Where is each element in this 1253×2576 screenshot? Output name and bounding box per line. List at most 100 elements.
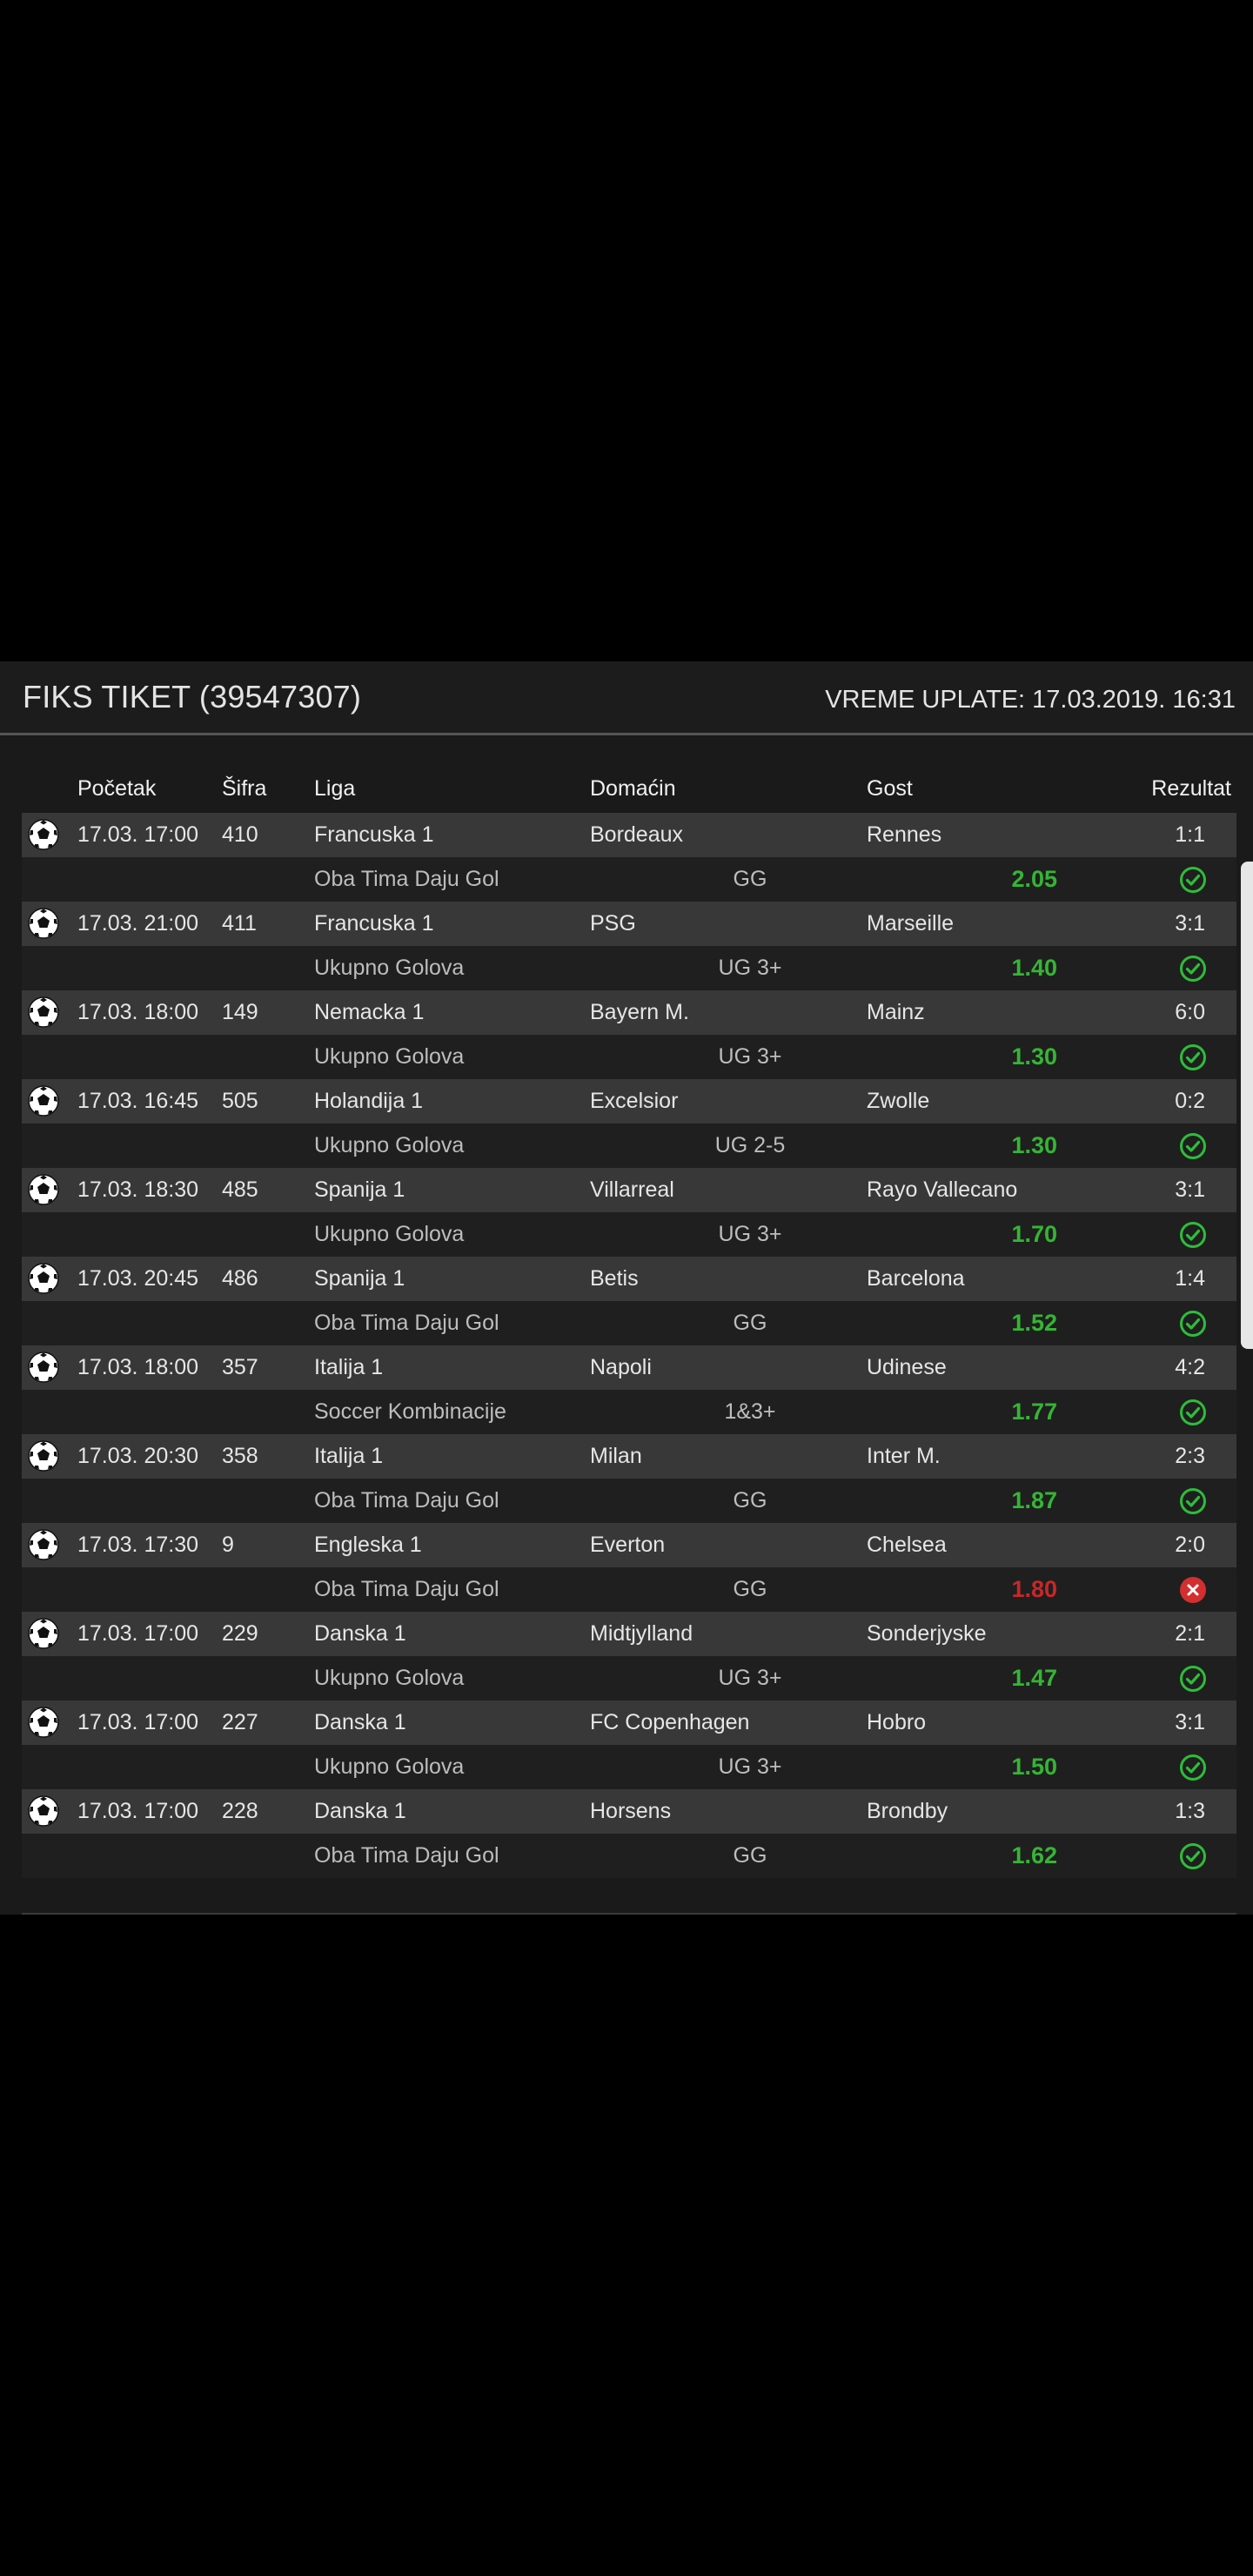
- match-row[interactable]: 17.03. 16:45 505 Holandija 1 Excelsior Zwoll…: [22, 1079, 1236, 1124]
- match-row[interactable]: 17.03. 17:30 9 Engleska 1 Everton Chelsea 2:0: [22, 1523, 1236, 1567]
- match-row[interactable]: 17.03. 17:00 227 Danska 1 FC Copenhagen Hobr…: [22, 1701, 1236, 1745]
- match-league: Danska 1: [314, 1799, 406, 1823]
- soccer-ball-icon: [27, 1439, 60, 1472]
- match-away-team: Hobro: [867, 1710, 927, 1734]
- bet-row: Ukupno Golova UG 2-5 1.30: [22, 1124, 1236, 1168]
- match-code: 357: [222, 1355, 258, 1379]
- match-home-team: Bordeaux: [590, 822, 684, 847]
- match-code: 411: [222, 911, 257, 936]
- soccer-ball-icon: [27, 1528, 60, 1561]
- soccer-ball-icon: [27, 996, 60, 1029]
- column-header-start: Početak: [77, 776, 157, 801]
- match-row[interactable]: 17.03. 20:30 358 Italija 1 Milan Inter M. 2:3: [22, 1434, 1236, 1479]
- bet-row: Oba Tima Daju Gol GG 1.52: [22, 1301, 1236, 1345]
- bet-pick: UG 3+: [718, 1222, 782, 1246]
- check-circle-icon: [1179, 1132, 1207, 1160]
- match-home-team: PSG: [590, 911, 636, 936]
- bet-pick: UG 3+: [718, 1754, 782, 1779]
- bet-type: Oba Tima Daju Gol: [314, 1577, 499, 1601]
- match-start-time: 17.03. 18:00: [77, 1355, 199, 1379]
- match-result: 3:1: [1175, 1177, 1205, 1202]
- match-away-team: Barcelona: [867, 1266, 965, 1291]
- match-start-time: 17.03. 18:30: [77, 1177, 199, 1202]
- bet-type: Ukupno Golova: [314, 1044, 465, 1069]
- column-header-away: Gost: [867, 776, 913, 801]
- match-row[interactable]: 17.03. 18:00 357 Italija 1 Napoli Udinese 4:2: [22, 1345, 1236, 1390]
- match-home-team: Midtjylland: [590, 1621, 694, 1646]
- soccer-ball-icon: [27, 1706, 60, 1739]
- match-row[interactable]: 17.03. 17:00 228 Danska 1 Horsens Brondby 1:3: [22, 1789, 1236, 1834]
- match-league: Italija 1: [314, 1355, 384, 1379]
- bet-pick: UG 3+: [718, 956, 782, 980]
- column-header-home: Domaćin: [590, 776, 676, 801]
- match-start-time: 17.03. 21:00: [77, 911, 199, 936]
- match-home-team: Horsens: [590, 1799, 672, 1823]
- match-code: 410: [222, 822, 258, 847]
- match-home-team: Betis: [590, 1266, 639, 1291]
- match-row[interactable]: 17.03. 17:00 229 Danska 1 Midtjylland Sonder…: [22, 1612, 1236, 1656]
- ticket-header: FIKS TIKET (39547307) VREME UPLATE: 17.0…: [0, 661, 1253, 735]
- bet-row: Oba Tima Daju Gol GG 1.80: [22, 1567, 1236, 1612]
- bet-type: Soccer Kombinacije: [314, 1399, 506, 1424]
- match-result: 3:1: [1175, 911, 1205, 936]
- match-result: 1:4: [1175, 1266, 1205, 1291]
- column-header-result: Rezultat: [1151, 776, 1231, 801]
- match-start-time: 17.03. 16:45: [77, 1089, 199, 1113]
- soccer-ball-icon: [27, 1351, 60, 1384]
- check-circle-icon: [1179, 1310, 1207, 1338]
- match-code: 9: [222, 1533, 234, 1557]
- soccer-ball-icon: [27, 907, 60, 940]
- match-league: Nemacka 1: [314, 1000, 425, 1024]
- match-away-team: Marseille: [867, 911, 955, 936]
- bet-odds: 1.62: [1011, 1842, 1057, 1868]
- match-result: 2:0: [1175, 1533, 1205, 1557]
- check-circle-icon: [1179, 1665, 1207, 1693]
- bet-row: Ukupno Golova UG 3+ 1.40: [22, 946, 1236, 990]
- soccer-ball-icon: [27, 1617, 60, 1650]
- bet-odds: 1.70: [1011, 1221, 1057, 1247]
- bet-odds: 1.47: [1011, 1665, 1057, 1691]
- match-away-team: Sonderjyske: [867, 1621, 987, 1646]
- match-row[interactable]: 17.03. 17:00 410 Francuska 1 Bordeaux Rennes…: [22, 813, 1236, 857]
- match-league: Francuska 1: [314, 911, 434, 936]
- check-circle-icon: [1179, 866, 1207, 894]
- match-row[interactable]: 17.03. 18:30 485 Spanija 1 Villarreal Rayo V…: [22, 1168, 1236, 1212]
- bet-pick: GG: [733, 867, 767, 891]
- match-league: Danska 1: [314, 1621, 406, 1646]
- match-row[interactable]: 17.03. 20:45 486 Spanija 1 Betis Barcelona 1:…: [22, 1257, 1236, 1301]
- match-home-team: FC Copenhagen: [590, 1710, 750, 1734]
- match-code: 505: [222, 1089, 258, 1113]
- bet-type: Ukupno Golova: [314, 956, 465, 980]
- match-list: 17.03. 17:00 410 Francuska 1 Bordeaux Rennes…: [22, 813, 1236, 1878]
- match-away-team: Rennes: [867, 822, 942, 847]
- match-league: Holandija 1: [314, 1089, 424, 1113]
- match-start-time: 17.03. 17:30: [77, 1533, 199, 1557]
- bet-type: Oba Tima Daju Gol: [314, 1488, 499, 1513]
- match-start-time: 17.03. 17:00: [77, 822, 199, 847]
- match-league: Danska 1: [314, 1710, 406, 1734]
- bet-pick: GG: [733, 1843, 767, 1868]
- match-start-time: 17.03. 20:30: [77, 1444, 199, 1468]
- match-result: 3:1: [1175, 1710, 1205, 1734]
- bet-odds: 1.40: [1011, 955, 1057, 981]
- match-start-time: 17.03. 17:00: [77, 1799, 199, 1823]
- match-result: 0:2: [1175, 1089, 1205, 1113]
- match-code: 485: [222, 1177, 258, 1202]
- check-circle-icon: [1179, 1754, 1207, 1781]
- check-circle-icon: [1179, 1399, 1207, 1426]
- bet-type: Ukupno Golova: [314, 1222, 465, 1246]
- match-start-time: 17.03. 20:45: [77, 1266, 199, 1291]
- bet-pick: UG 2-5: [714, 1133, 786, 1157]
- ticket-panel: FIKS TIKET (39547307) VREME UPLATE: 17.0…: [0, 661, 1253, 1915]
- match-row[interactable]: 17.03. 21:00 411 Francuska 1 PSG Marseille 3:…: [22, 902, 1236, 946]
- bet-row: Ukupno Golova UG 3+ 1.70: [22, 1212, 1236, 1257]
- bet-row: Ukupno Golova UG 3+ 1.30: [22, 1035, 1236, 1079]
- bet-type: Ukupno Golova: [314, 1666, 465, 1690]
- match-home-team: Excelsior: [590, 1089, 679, 1113]
- column-header-league: Liga: [314, 776, 356, 801]
- scrollbar-thumb[interactable]: [1241, 862, 1253, 1349]
- check-circle-icon: [1179, 955, 1207, 983]
- match-league: Spanija 1: [314, 1177, 405, 1202]
- match-row[interactable]: 17.03. 18:00 149 Nemacka 1 Bayern M. Mainz 6:…: [22, 990, 1236, 1035]
- match-home-team: Bayern M.: [590, 1000, 689, 1024]
